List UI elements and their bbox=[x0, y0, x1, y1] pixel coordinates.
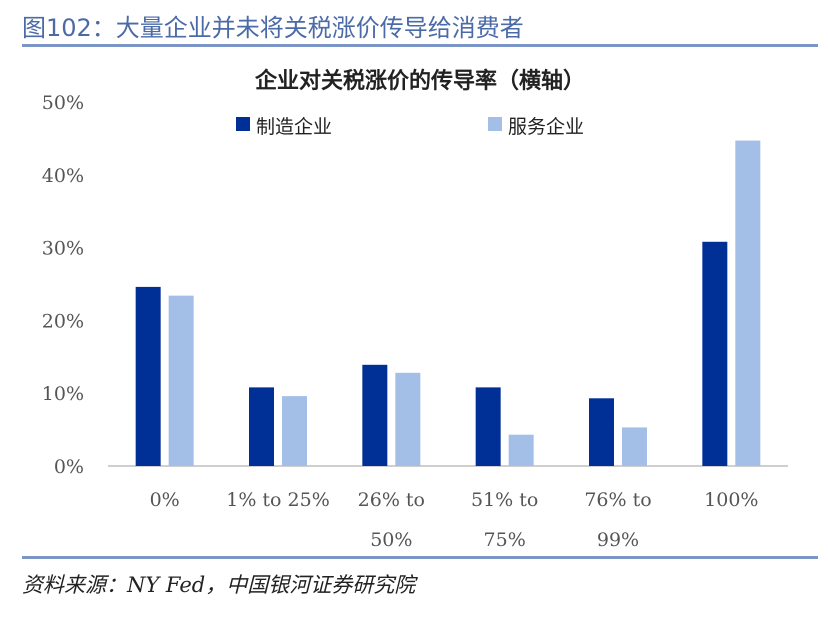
legend-swatch-services bbox=[488, 117, 502, 131]
x-tick-label: 51% to bbox=[471, 489, 538, 511]
legend-swatch-manufacturing bbox=[236, 117, 250, 131]
x-axis: 0% 1% to 25% 26% to 50% 51% to 75% 76% to 99% 10… bbox=[150, 489, 759, 551]
y-tick-label: 20% bbox=[42, 310, 84, 332]
x-tick-label: 1% to 25% bbox=[226, 489, 330, 511]
x-tick-label: 76% to bbox=[584, 489, 651, 511]
figure-title: 图102：大量企业并未将关税涨价传导给消费者 bbox=[22, 14, 524, 42]
bar-services bbox=[508, 434, 534, 466]
bar-services bbox=[622, 427, 647, 466]
bar-services bbox=[168, 295, 194, 466]
bar-services bbox=[735, 140, 761, 467]
x-tick-label: 100% bbox=[704, 489, 758, 511]
x-tick-label: 75% bbox=[484, 529, 526, 551]
y-tick-label: 10% bbox=[42, 383, 84, 405]
bar-manufacturing bbox=[362, 364, 388, 466]
source-note: 资料来源：NY Fed，中国银河证券研究院 bbox=[22, 573, 416, 597]
x-tick-label: 50% bbox=[370, 529, 412, 551]
y-tick-label: 0% bbox=[54, 456, 84, 478]
x-tick-label: 26% to bbox=[358, 489, 425, 511]
bars bbox=[135, 140, 761, 467]
x-tick-label: 0% bbox=[150, 489, 180, 511]
x-tick-label: 99% bbox=[597, 529, 639, 551]
bar-manufacturing bbox=[249, 387, 274, 466]
top-rule bbox=[22, 44, 818, 47]
bar-services bbox=[282, 396, 307, 466]
y-tick-label: 50% bbox=[42, 92, 84, 114]
bottom-rule bbox=[22, 556, 818, 559]
bar-services bbox=[395, 372, 421, 466]
y-tick-label: 30% bbox=[42, 238, 84, 260]
bar-manufacturing bbox=[135, 286, 161, 466]
bar-manufacturing bbox=[702, 241, 728, 466]
legend-label-manufacturing: 制造企业 bbox=[256, 116, 332, 138]
chart-title: 企业对关税涨价的传导率（横轴） bbox=[254, 68, 585, 94]
y-tick-label: 40% bbox=[42, 165, 84, 187]
legend-label-services: 服务企业 bbox=[508, 116, 584, 138]
bar-manufacturing bbox=[475, 387, 501, 466]
legend: 制造企业 服务企业 bbox=[236, 116, 584, 138]
bar-manufacturing bbox=[589, 398, 614, 466]
y-axis: 0% 10% 20% 30% 40% 50% bbox=[42, 92, 84, 478]
bar-chart: 企业对关税涨价的传导率（横轴） 制造企业 服务企业 0% 10% 20% 30% 40%… bbox=[42, 68, 788, 551]
